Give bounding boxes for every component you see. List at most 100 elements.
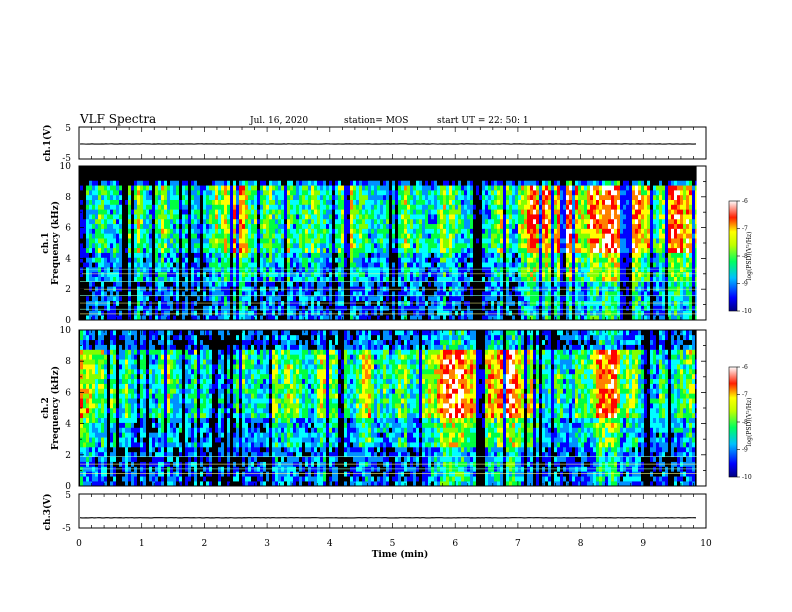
spectrogram-cell (257, 276, 261, 282)
spectrogram-cell (125, 267, 129, 273)
spectrogram-cell (302, 233, 306, 239)
spectrogram-cell (131, 291, 135, 297)
spectrogram-cell (266, 204, 270, 210)
spectrogram-cell (335, 175, 339, 181)
spectrogram-cell (380, 199, 384, 205)
spectrogram-cell (338, 214, 342, 220)
spectrogram-cell (146, 166, 150, 172)
spectrogram-cell (209, 291, 213, 297)
spectrogram-cell (320, 170, 324, 176)
spectrogram-cell (149, 218, 153, 225)
spectrogram-cell (296, 291, 300, 297)
spectrogram-cell (461, 276, 465, 282)
spectrogram-cell (269, 190, 273, 196)
spectrogram-cell (254, 305, 258, 311)
spectrogram-cell (212, 204, 216, 210)
spectrogram-cell (170, 214, 174, 220)
spectrogram-cell (323, 223, 327, 229)
spectrogram-cell (335, 209, 339, 215)
spectrogram-cell (242, 257, 246, 263)
spectrogram-cell (377, 243, 381, 249)
spectrogram-cell (125, 310, 129, 316)
spectrogram-cell (449, 209, 453, 215)
spectrogram-cell (326, 175, 330, 181)
spectrogram-cell (209, 209, 213, 215)
spectrogram-cell (167, 243, 171, 249)
spectrogram-cell (116, 295, 120, 302)
spectrogram-cell (158, 291, 162, 297)
spectrogram-cell (323, 180, 327, 186)
spectrogram-cell (128, 310, 132, 316)
spectrogram-cell (545, 223, 549, 229)
spectrogram-cell (92, 175, 96, 181)
spectrogram-cell (353, 291, 357, 297)
spectrogram-cell (545, 262, 549, 268)
spectrogram-cell (185, 166, 189, 172)
spectrogram-cell (254, 247, 258, 253)
spectrogram-cell (221, 257, 225, 263)
spectrogram-cell (113, 271, 117, 277)
spectrogram-cell (176, 291, 180, 297)
spectrogram-cell (266, 247, 270, 253)
spectrogram-cell (95, 166, 99, 172)
spectrogram-cell (431, 267, 435, 273)
spectrogram-cell (416, 218, 420, 225)
spectrogram-cell (212, 315, 216, 321)
spectrogram-cell (422, 185, 426, 191)
spectrogram-cell (545, 170, 549, 176)
spectrogram-cell (302, 175, 306, 181)
spectrogram-cell (257, 305, 261, 311)
spectrogram-cell (395, 209, 399, 215)
spectrogram-cell (524, 291, 528, 297)
spectrogram-cell (134, 209, 138, 215)
spectrogram-cell (89, 190, 93, 196)
spectrogram-cell (533, 238, 537, 244)
spectrogram-cell (143, 252, 147, 258)
spectrogram-cell (494, 262, 498, 268)
spectrogram-cell (200, 199, 204, 205)
spectrogram-cell (470, 262, 474, 268)
spectrogram-cell (134, 247, 138, 253)
spectrogram-cell (521, 175, 525, 181)
spectrogram-cell (119, 204, 123, 210)
spectrogram-cell (332, 276, 336, 282)
spectrogram-cell (527, 218, 531, 225)
spectrogram-cell (395, 267, 399, 273)
spectrogram-cell (302, 271, 306, 277)
spectrogram-cell (86, 194, 90, 200)
spectrogram-cell (83, 247, 87, 253)
spectrogram-cell (344, 281, 348, 287)
spectrogram-cell (209, 238, 213, 244)
spectrogram-cell (458, 305, 462, 311)
spectrogram-cell (161, 276, 165, 282)
spectrogram-cell (287, 247, 291, 253)
spectrogram-cell (440, 190, 444, 196)
spectrogram-cell (164, 218, 168, 225)
spectrogram-cell (278, 238, 282, 244)
spectrogram-cell (317, 233, 321, 239)
spectrogram-cell (200, 175, 204, 181)
spectrogram-cell (218, 233, 222, 239)
spectrogram-cell (125, 271, 129, 277)
spectrogram-cell (419, 252, 423, 258)
spectrogram-cell (119, 190, 123, 196)
spectrogram-cell (215, 180, 219, 186)
spectrogram-cell (254, 291, 258, 297)
spectrogram-cell (317, 238, 321, 244)
spectrogram-cell (281, 252, 285, 258)
spectrogram-cell (389, 223, 393, 229)
spectrogram-cell (446, 199, 450, 205)
spectrogram-cell (224, 214, 228, 220)
spectrogram-cell (410, 204, 414, 210)
spectrogram-cell (437, 291, 441, 297)
spectrogram-cell (539, 180, 543, 186)
spectrogram-cell (110, 199, 114, 205)
spectrogram-cell (533, 291, 537, 297)
spectrogram-cell (92, 228, 96, 234)
spectrogram-cell (539, 305, 543, 311)
spectrogram-cell (512, 170, 516, 176)
spectrogram-cell (527, 190, 531, 196)
spectrogram-cell (482, 243, 486, 249)
spectrogram-cell (212, 310, 216, 316)
spectrogram-cell (398, 252, 402, 258)
